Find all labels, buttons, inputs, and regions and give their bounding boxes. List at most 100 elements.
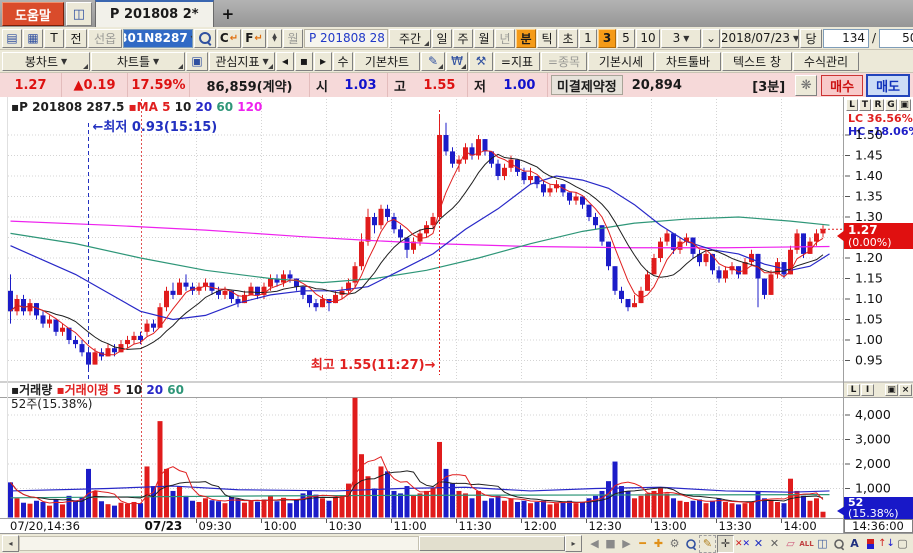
- symbol-spinner[interactable]: ▲▼: [267, 29, 282, 48]
- updown-arrows-icon-button[interactable]: ↑↓: [879, 536, 894, 552]
- second-period-button[interactable]: 초: [558, 29, 578, 48]
- symbol-name-field[interactable]: P 201808 28: [304, 29, 388, 48]
- won-scale-icon-button[interactable]: ₩: [446, 52, 468, 71]
- trendline-pair-icon-button[interactable]: ✕✕: [735, 536, 750, 552]
- symbol-search-icon-button[interactable]: [194, 29, 216, 48]
- crosshair-icon-button[interactable]: ✛: [717, 535, 734, 553]
- svg-text:1.30: 1.30: [855, 209, 883, 224]
- save-template-icon-button[interactable]: ▣: [186, 52, 208, 71]
- zoom-out-icon-button[interactable]: ━: [635, 536, 650, 552]
- trendline-cross-icon-button[interactable]: ✕: [751, 536, 766, 552]
- axis-mode-r-button[interactable]: R: [872, 99, 884, 111]
- symbol-overlay-button[interactable]: =종목: [541, 52, 587, 71]
- tab-active[interactable]: P 201808 2*: [95, 0, 214, 27]
- minute-period-button[interactable]: 분: [516, 29, 536, 48]
- play-stop-button[interactable]: ▪: [295, 52, 313, 71]
- svg-text:12:30: 12:30: [589, 519, 622, 533]
- svg-text:1,000: 1,000: [855, 481, 891, 496]
- scrollbar-track[interactable]: [19, 536, 419, 551]
- tick-period-button[interactable]: 틱: [537, 29, 557, 48]
- futures-rollover-button[interactable]: F↵: [242, 29, 266, 48]
- float-chart-icon-button[interactable]: ▣: [898, 99, 911, 111]
- play-next-button[interactable]: ▸: [314, 52, 332, 71]
- scrollbar-thumb[interactable]: [419, 536, 565, 551]
- volume-sub-legend: 52주(15.38%): [11, 397, 92, 411]
- stock-search-icon-button[interactable]: [683, 536, 698, 552]
- symbol-code-combo[interactable]: 301N8287▼: [123, 29, 193, 48]
- text-tool-button[interactable]: T: [44, 29, 64, 48]
- restore-pane-icon-button[interactable]: ▣: [885, 384, 898, 396]
- scrollbar-left-arrow[interactable]: ◂: [2, 535, 19, 552]
- close-pane-icon-button[interactable]: ×: [899, 384, 912, 396]
- pan-right-icon-button[interactable]: ▶: [619, 536, 634, 552]
- favorite-indicators-combo[interactable]: 관심지표▼: [209, 52, 275, 71]
- daily-period-button[interactable]: 일: [432, 29, 452, 48]
- weekly-period-button[interactable]: 주: [453, 29, 473, 48]
- interval-custom-combo[interactable]: 3▼: [661, 29, 701, 48]
- volume-color-icon-button[interactable]: [863, 536, 878, 552]
- chart-window-icon[interactable]: ◫: [66, 2, 92, 26]
- default-chart-button[interactable]: 기본차트: [354, 52, 420, 71]
- continuous-chart-button[interactable]: C↵: [217, 29, 241, 48]
- weekly-view-button[interactable]: 주간: [389, 29, 431, 48]
- settings-gear-icon-button[interactable]: ⚙: [667, 536, 682, 552]
- zoom-in-icon-button[interactable]: ✚: [651, 536, 666, 552]
- chart-edit-icon-button[interactable]: ✎: [699, 535, 716, 553]
- new-tab-button[interactable]: +: [222, 5, 235, 23]
- total-bars-input[interactable]: 500: [879, 29, 913, 48]
- axis-mode-g-button[interactable]: G: [885, 99, 897, 111]
- monthly-period-button[interactable]: 월: [474, 29, 494, 48]
- layout-single-icon-button[interactable]: ▤: [2, 29, 22, 48]
- pan-left-icon-button[interactable]: ◀: [587, 536, 602, 552]
- option-select-button[interactable]: 선옵: [88, 29, 122, 48]
- float-window-icon-button[interactable]: ▢: [895, 536, 910, 552]
- pause-icon-button[interactable]: ■: [603, 536, 618, 552]
- formula-manager-button[interactable]: 수식관리: [793, 52, 859, 71]
- interval-10-button[interactable]: 10: [636, 29, 660, 48]
- play-prev-button[interactable]: ◂: [276, 52, 294, 71]
- month-small-button[interactable]: 월: [283, 29, 303, 48]
- chart-panel[interactable]: ←최저 0.93(15:15)최고 1.55(11:27)→▪P 201808 …: [0, 97, 913, 533]
- mini-chart-icon-button[interactable]: ◫: [815, 536, 830, 552]
- chart-template-combo[interactable]: 차트틀▼: [91, 52, 185, 71]
- text-annotation-icon-button[interactable]: A: [847, 536, 862, 552]
- all-view-button[interactable]: 전: [65, 29, 87, 48]
- volume-axis-l-button[interactable]: L: [847, 384, 860, 396]
- volume-axis-i-button[interactable]: I: [861, 384, 874, 396]
- interval-5-button[interactable]: 5: [617, 29, 635, 48]
- text-window-button[interactable]: 텍스트 창: [722, 52, 792, 71]
- low-price: 1.00: [492, 73, 548, 97]
- manual-mode-button[interactable]: 수: [333, 52, 353, 71]
- help-button[interactable]: 도움말: [2, 2, 64, 26]
- high-label: 고: [388, 73, 412, 97]
- axis-mode-t-button[interactable]: T: [859, 99, 871, 111]
- chart-toolbar-button[interactable]: 차트툴바: [655, 52, 721, 71]
- chart-settings-gear-icon[interactable]: ❋: [795, 75, 817, 96]
- ma10-line: [11, 154, 824, 349]
- eraser-icon-button[interactable]: ▱: [783, 536, 798, 552]
- drawing-tools-icon-button[interactable]: ✎: [421, 52, 445, 71]
- erase-all-icon-button[interactable]: ALL: [799, 536, 814, 552]
- interval-3-button[interactable]: 3: [598, 29, 616, 48]
- delete-line-icon-button[interactable]: ✕: [767, 536, 782, 552]
- zoom-area-icon-button[interactable]: [831, 536, 846, 552]
- axis-mode-l-button[interactable]: L: [846, 99, 858, 111]
- date-select-combo[interactable]: 2018/07/23▼: [721, 29, 799, 48]
- sell-button[interactable]: 매도: [866, 74, 910, 97]
- indicator-overlay-button[interactable]: =지표: [494, 52, 540, 71]
- layout-split-icon-button[interactable]: ▦: [23, 29, 43, 48]
- low-label: 저: [468, 73, 492, 97]
- current-contract-button[interactable]: 당: [800, 29, 822, 48]
- basic-quote-button[interactable]: 기본시세: [588, 52, 654, 71]
- bottom-bar: ◂ ▸ ◀■▶━✚⚙✎✛✕✕✕✕▱ALL◫A↑↓▢: [0, 533, 913, 553]
- visible-bars-input[interactable]: 134: [823, 29, 869, 48]
- tab-bar: 도움말 ◫ P 201808 2* +: [0, 0, 913, 27]
- interval-1-button[interactable]: 1: [579, 29, 597, 48]
- scrollbar-right-arrow[interactable]: ▸: [565, 535, 582, 552]
- buy-button[interactable]: 매수: [821, 75, 863, 96]
- yearly-period-button[interactable]: 년: [495, 29, 515, 48]
- preferences-wrench-icon-button[interactable]: ⚒: [469, 52, 493, 71]
- chart-type-combo[interactable]: 봉차트▼: [2, 52, 90, 71]
- collapse-toolbar-button[interactable]: ⌄: [702, 29, 720, 48]
